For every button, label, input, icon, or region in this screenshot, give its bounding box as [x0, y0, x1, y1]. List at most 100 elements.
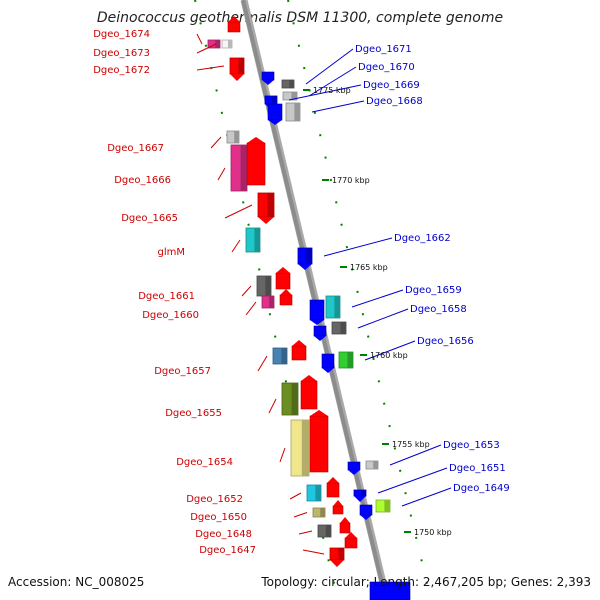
reverse-gene-label: Dgeo_1653 — [443, 440, 500, 451]
reverse-leader-line — [308, 66, 357, 97]
forward-gene-shade-dgeo_1660 — [269, 296, 274, 308]
reverse-gene-shade-dgeo_1656 — [347, 352, 353, 368]
forward-cds-tip-3 — [280, 289, 292, 295]
reverse-leader-line — [323, 237, 393, 257]
forward-cds-tip-4 — [292, 340, 306, 346]
reverse-cds-7 — [369, 581, 411, 600]
reverse-cds-6 — [359, 504, 373, 516]
forward-gene-label: Dgeo_1673 — [93, 48, 150, 59]
forward-cds-6 — [309, 415, 329, 473]
forward-leader-line — [257, 355, 268, 372]
reverse-cds-4 — [321, 353, 335, 369]
forward-leader-line — [241, 285, 252, 297]
reverse-leader-line — [288, 84, 362, 101]
forward-cds-0 — [227, 21, 241, 33]
reverse-gene-label: Dgeo_1659 — [405, 285, 462, 296]
forward-cds-tip-9 — [340, 517, 350, 523]
reverse-gene-shade-dgeo_1649 — [384, 500, 390, 512]
forward-cds-tip-6 — [310, 410, 328, 416]
forward-leader-line — [224, 204, 253, 219]
reverse-gene-shade-dgeo_1669 — [272, 96, 277, 104]
forward-cds-4 — [291, 345, 307, 361]
forward-gene-shade-dgeo_1665 — [267, 193, 274, 217]
forward-gene-label: Dgeo_1654 — [176, 457, 233, 468]
forward-gene-shade-dgeo_1652 — [315, 485, 321, 501]
forward-cds-1 — [246, 142, 266, 186]
forward-gene-shade-dgeo_1674 — [215, 40, 220, 48]
forward-gene-label: Dgeo_1657 — [154, 366, 211, 377]
reverse-cds-tip-2 — [310, 320, 324, 325]
forward-cds-9 — [339, 522, 351, 534]
forward-leader-line — [298, 530, 313, 535]
reverse-gene-label: Dgeo_1651 — [449, 463, 506, 474]
forward-gene-shade-dgeo_1650 — [320, 508, 325, 517]
reverse-gene-shade-dgeo_1659 — [334, 296, 340, 318]
forward-leader-line — [210, 136, 222, 149]
reverse-leader-line — [389, 444, 442, 466]
map-title: Deinococcus geothermalis DSM 11300, comp… — [96, 10, 504, 26]
reverse-cds-tip-1 — [268, 120, 282, 125]
reverse-gene-shade-dgeo_1653 — [373, 461, 378, 469]
forward-cds-3 — [279, 294, 293, 306]
accession-text: Accession: NC_008025 — [8, 575, 145, 589]
reverse-gene-label: Dgeo_1649 — [453, 483, 510, 494]
kbp-label: 1775 kbp — [313, 86, 351, 95]
forward-gene-arrow-dgeo_1672 — [230, 74, 244, 81]
reverse-gene-label: Dgeo_1671 — [355, 44, 412, 55]
forward-gene-label: Dgeo_1660 — [142, 310, 199, 321]
forward-gene-shade-dgeo_1672 — [238, 58, 244, 74]
reverse-gene-arrow-dgeo_1651 — [354, 496, 366, 502]
reverse-leader-line — [401, 487, 452, 507]
forward-leader-line — [268, 398, 277, 414]
reverse-gene-shade-dgeo_1651 — [361, 490, 366, 496]
forward-gene-label: Dgeo_1650 — [190, 512, 247, 523]
forward-leader-line — [196, 65, 225, 71]
reverse-cds-tip-4 — [322, 368, 334, 373]
forward-gene-shade-dgeo_1647 — [338, 548, 344, 560]
reverse-gene-label: Dgeo_1669 — [363, 80, 420, 91]
forward-cds-2 — [275, 272, 291, 290]
forward-gene-shade-dgeo_1673 — [228, 40, 232, 48]
kbp-label: 1760 kbp — [370, 351, 408, 360]
reverse-cds-tip-5 — [348, 470, 360, 475]
reverse-gene-shade-dgeo_1670 — [291, 92, 297, 100]
reverse-cds-5 — [347, 461, 361, 471]
reverse-cds-tip-6 — [360, 515, 372, 520]
forward-leader-line — [279, 447, 286, 463]
forward-gene-shade-dgeo_1667 — [234, 131, 239, 143]
forward-cds-tip-0 — [228, 16, 240, 22]
reverse-cds-3 — [313, 325, 327, 337]
forward-gene-label: Dgeo_1652 — [186, 494, 243, 505]
forward-gene-shade-dgeo_1648 — [325, 525, 331, 537]
forward-cds-7 — [326, 482, 340, 498]
forward-gene-label: Dgeo_1661 — [138, 291, 195, 302]
forward-cds-tip-7 — [327, 477, 339, 483]
forward-leader-line — [196, 43, 217, 54]
forward-leader-line — [231, 239, 241, 253]
summary-text: Topology: circular; Length: 2,467,205 bp… — [261, 575, 591, 589]
reverse-gene-label: Dgeo_1662 — [394, 233, 451, 244]
reverse-gene-label: Dgeo_1658 — [410, 304, 467, 315]
reverse-gene-label: Dgeo_1656 — [417, 336, 474, 347]
reverse-gene-shade-dgeo_1668 — [294, 103, 300, 121]
kbp-label: 1770 kbp — [332, 176, 370, 185]
reverse-cds-2 — [309, 299, 325, 321]
reverse-leader-line — [305, 48, 354, 85]
reverse-cds-tip-0 — [262, 80, 274, 85]
reverse-leader-line — [364, 340, 416, 361]
reverse-gene-label: Dgeo_1668 — [366, 96, 423, 107]
reverse-cds-0 — [261, 71, 275, 81]
forward-gene-arrow-dgeo_1647 — [330, 560, 344, 567]
forward-leader-line — [217, 167, 226, 181]
forward-gene-shade-glmm — [254, 228, 260, 252]
kbp-label: 1750 kbp — [414, 528, 452, 537]
reverse-gene-arrow-dgeo_1662 — [298, 264, 312, 270]
reverse-leader-line — [357, 308, 409, 329]
forward-gene-shade-dgeo_1655 — [291, 383, 298, 415]
forward-gene-shade-dgeo_1661 — [265, 276, 271, 296]
reverse-gene-shade-dgeo_1671 — [289, 80, 294, 88]
reverse-gene-shade-dgeo_1662 — [306, 248, 312, 264]
reverse-leader-line — [351, 289, 404, 308]
